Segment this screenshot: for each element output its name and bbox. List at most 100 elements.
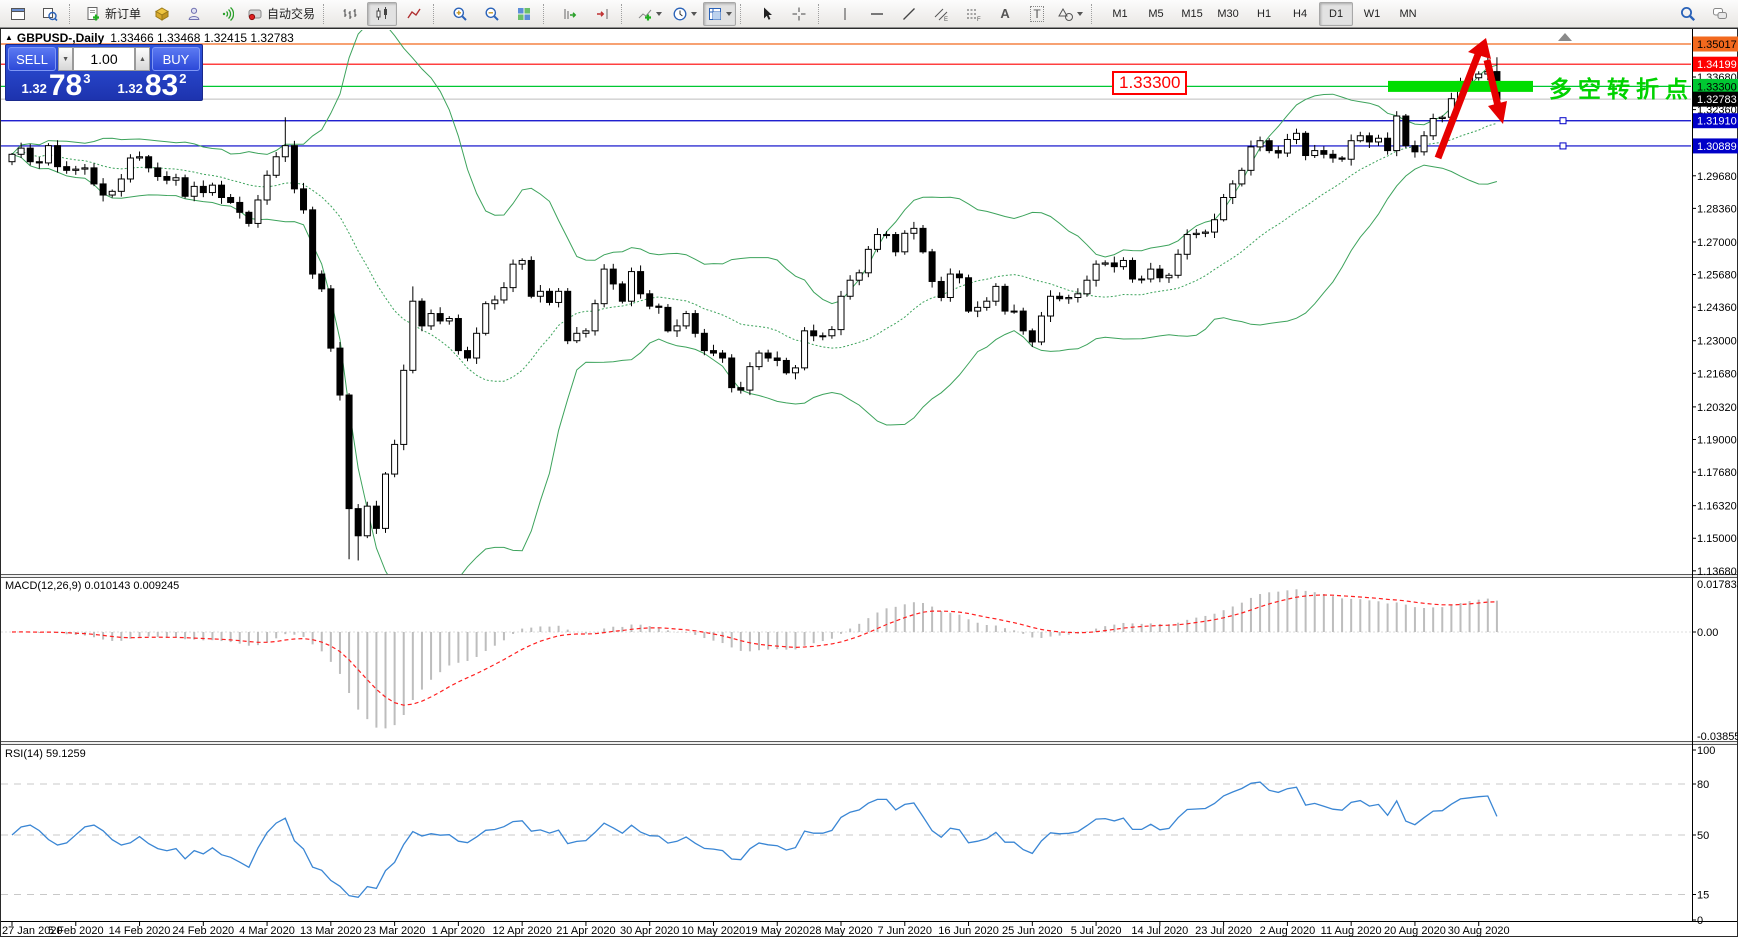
timeframe-mn-button[interactable]: MN: [1399, 7, 1417, 20]
chevron-down-icon: [691, 11, 698, 16]
svg-text:1.34199: 1.34199: [1697, 59, 1737, 71]
shapes-icon: [1058, 6, 1074, 22]
fibonacci-icon: [965, 6, 981, 22]
new-order-button[interactable]: 新订单: [81, 2, 145, 26]
buy-price-point: 2: [179, 71, 187, 86]
crosshair-button[interactable]: [784, 2, 814, 26]
chat-button[interactable]: [1705, 2, 1735, 26]
profiles-button[interactable]: [35, 2, 65, 26]
rsi-value: 59.1259: [45, 748, 86, 760]
svg-text:5 Feb 2020: 5 Feb 2020: [48, 925, 104, 937]
indicators-button[interactable]: [633, 2, 666, 26]
chevron-down-icon: [656, 11, 663, 16]
volume-increase-button[interactable]: ▲: [135, 47, 150, 71]
new-chart-icon: [10, 6, 26, 22]
timeframe-m30-button[interactable]: M30: [1217, 7, 1239, 20]
svg-text:14 Feb 2020: 14 Feb 2020: [109, 925, 171, 937]
timeframe-m15-button[interactable]: M15: [1181, 7, 1203, 20]
text-tool-button[interactable]: A: [990, 2, 1020, 26]
trendline-button[interactable]: [894, 2, 924, 26]
periods-button[interactable]: [668, 2, 701, 26]
zoom-out-button[interactable]: [477, 2, 507, 26]
timeframe-m5-button[interactable]: M5: [1148, 7, 1164, 20]
svg-text:1.19000: 1.19000: [1697, 434, 1737, 446]
buy-button[interactable]: BUY: [151, 47, 200, 71]
horizontal-line-button[interactable]: [862, 2, 892, 26]
svg-text:19 May 2020: 19 May 2020: [745, 925, 809, 937]
buy-price[interactable]: 1.32 83 2: [104, 69, 200, 102]
data-window-button[interactable]: [179, 2, 209, 26]
chart-shift-button[interactable]: [587, 2, 617, 26]
auto-scroll-button[interactable]: [555, 2, 585, 26]
tile-windows-button[interactable]: [509, 2, 539, 26]
auto-trading-label: 自动交易: [267, 7, 316, 21]
volume-decrease-button[interactable]: ▼: [58, 47, 73, 71]
cursor-button[interactable]: [752, 2, 782, 26]
bar-chart-icon: [342, 6, 358, 22]
signals-button[interactable]: [211, 2, 241, 26]
price-level-flag[interactable]: 1.33300: [1112, 71, 1188, 95]
tile-windows-icon: [516, 6, 532, 22]
svg-text:1.15000: 1.15000: [1697, 533, 1737, 545]
sell-price-figure: 1.32: [21, 81, 47, 96]
svg-text:1.20320: 1.20320: [1697, 402, 1737, 414]
templates-button[interactable]: [703, 1, 737, 26]
chart-title: ▲ GBPUSD-,Daily 1.33466 1.33468 1.32415 1.…: [5, 31, 294, 45]
timeframe-h1-button[interactable]: H1: [1257, 7, 1272, 20]
profiles-icon: [42, 6, 58, 22]
timeframe-h4-button[interactable]: H4: [1293, 7, 1308, 20]
label-tool-button[interactable]: T: [1022, 2, 1052, 26]
svg-text:13 Mar 2020: 13 Mar 2020: [300, 925, 362, 937]
vertical-line-icon: [837, 6, 853, 22]
svg-text:1.25680: 1.25680: [1697, 270, 1737, 282]
svg-text:-0.038559: -0.038559: [1697, 731, 1738, 743]
candlestick-icon: [374, 6, 390, 22]
new-order-label: 新订单: [105, 7, 142, 21]
svg-text:1 Apr 2020: 1 Apr 2020: [432, 925, 485, 937]
toolbar-separator: [621, 3, 628, 24]
svg-text:100: 100: [1697, 745, 1715, 757]
svg-text:14 Jul 2020: 14 Jul 2020: [1131, 925, 1188, 937]
bar-chart-button[interactable]: [335, 2, 365, 26]
collapse-panel-icon[interactable]: ▲: [5, 33, 13, 42]
svg-text:20 Aug 2020: 20 Aug 2020: [1384, 925, 1446, 937]
timeframe-d1-button[interactable]: D1: [1319, 1, 1354, 26]
vertical-line-button[interactable]: [830, 2, 860, 26]
turning-point-label[interactable]: 多空转折点: [1549, 76, 1694, 102]
sell-price[interactable]: 1.32 78 3: [8, 71, 104, 101]
arrows-tool-button[interactable]: [1054, 2, 1087, 26]
toolbar-separator: [323, 3, 330, 24]
svg-text:12 Apr 2020: 12 Apr 2020: [492, 925, 551, 937]
svg-text:1.21680: 1.21680: [1697, 368, 1737, 380]
toolbar-separator: [69, 3, 76, 24]
svg-text:1.29680: 1.29680: [1697, 171, 1737, 183]
timeframe-w1-button[interactable]: W1: [1363, 7, 1381, 20]
svg-text:23 Jul 2020: 23 Jul 2020: [1195, 925, 1252, 937]
svg-text:1.33300: 1.33300: [1697, 81, 1737, 93]
fibonacci-button[interactable]: [958, 2, 988, 26]
svg-text:4 Mar 2020: 4 Mar 2020: [239, 925, 295, 937]
rsi-name: RSI(14): [5, 748, 43, 760]
sell-button[interactable]: SELL: [8, 47, 57, 71]
zoom-in-button[interactable]: [445, 2, 475, 26]
auto-trading-button[interactable]: 自动交易: [243, 2, 319, 26]
volume-input[interactable]: [73, 47, 135, 71]
candlestick-chart-button[interactable]: [367, 1, 398, 26]
svg-text:1.32783: 1.32783: [1697, 94, 1737, 106]
buy-price-pips: 83: [144, 69, 179, 102]
market-watch-button[interactable]: [147, 2, 177, 26]
timeframe-m1-button[interactable]: M1: [1112, 7, 1128, 20]
signal-icon: [218, 6, 234, 22]
new-chart-button[interactable]: [3, 2, 33, 26]
svg-text:10 May 2020: 10 May 2020: [682, 925, 746, 937]
svg-text:21 Apr 2020: 21 Apr 2020: [556, 925, 615, 937]
channel-button[interactable]: [926, 2, 956, 26]
svg-text:1.24360: 1.24360: [1697, 302, 1737, 314]
auto-scroll-icon: [562, 6, 578, 22]
search-button[interactable]: [1673, 2, 1703, 26]
line-chart-button[interactable]: [399, 2, 429, 26]
trendline-icon: [901, 6, 917, 22]
svg-text:1.31910: 1.31910: [1697, 116, 1737, 128]
chevron-down-icon: [726, 11, 733, 16]
